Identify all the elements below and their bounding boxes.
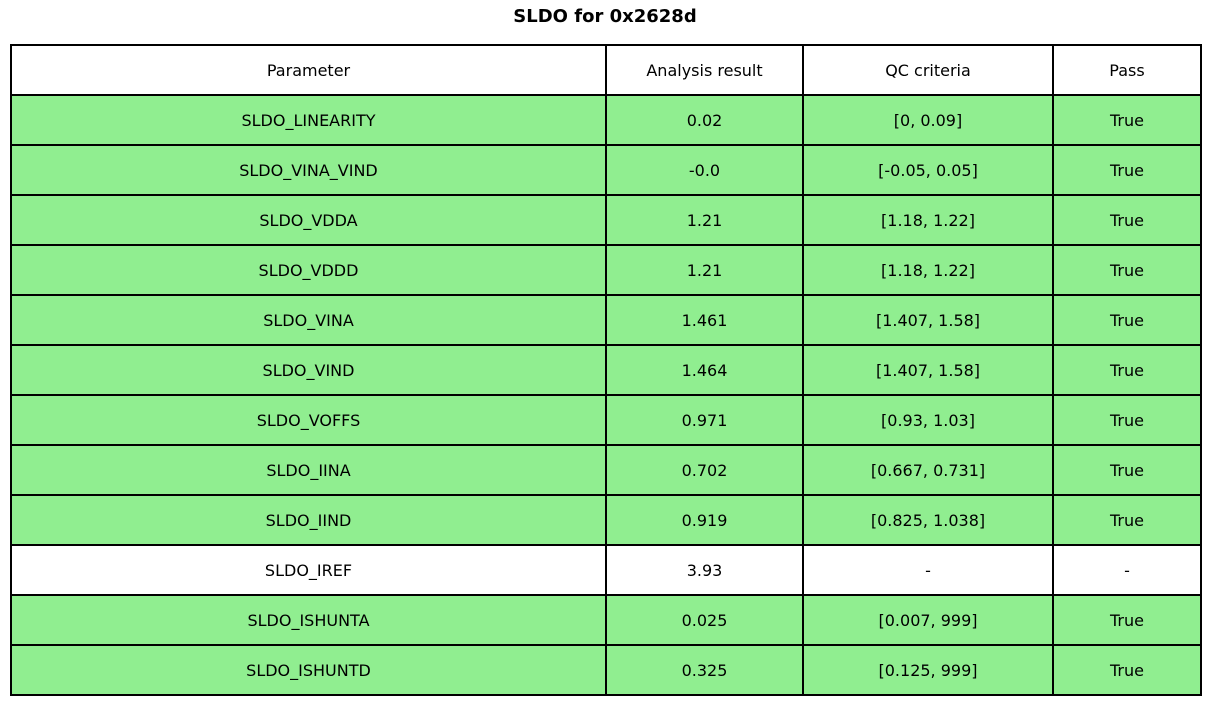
cell-parameter: SLDO_VIND [11,345,606,395]
cell-analysis-result: 1.21 [606,195,803,245]
cell-pass: True [1053,195,1201,245]
table-row: SLDO_VDDD 1.21 [1.18, 1.22] True [11,245,1201,295]
col-header-qc-criteria: QC criteria [803,45,1053,95]
cell-qc-criteria: [0.667, 0.731] [803,445,1053,495]
table-row: SLDO_IREF 3.93- - [11,545,1201,595]
cell-pass: True [1053,445,1201,495]
cell-analysis-result: 3.93 [606,545,803,595]
table-row: SLDO_ISHUNTA 0.025 [0.007, 999] True [11,595,1201,645]
cell-pass: True [1053,295,1201,345]
cell-qc-criteria: [0, 0.09] [803,95,1053,145]
cell-qc-criteria: [1.407, 1.58] [803,295,1053,345]
table-row: SLDO_IINA 0.702 [0.667, 0.731] True [11,445,1201,495]
cell-qc-criteria: [0.007, 999] [803,595,1053,645]
cell-qc-criteria: [0.825, 1.038] [803,495,1053,545]
cell-pass: True [1053,595,1201,645]
table-row: SLDO_VINA 1.461 [1.407, 1.58] True [11,295,1201,345]
cell-qc-criteria: - [803,545,1053,595]
cell-pass: True [1053,245,1201,295]
cell-pass: - [1053,545,1201,595]
cell-qc-criteria: [1.407, 1.58] [803,345,1053,395]
cell-analysis-result: 0.971 [606,395,803,445]
cell-pass: True [1053,495,1201,545]
cell-pass: True [1053,145,1201,195]
table-row: SLDO_IIND 0.919 [0.825, 1.038] True [11,495,1201,545]
cell-analysis-result: -0.0 [606,145,803,195]
table-row: SLDO_ISHUNTD 0.325 [0.125, 999] True [11,645,1201,695]
cell-parameter: SLDO_VOFFS [11,395,606,445]
cell-parameter: SLDO_IINA [11,445,606,495]
cell-analysis-result: 1.21 [606,245,803,295]
col-header-analysis-result: Analysis result [606,45,803,95]
cell-analysis-result: 0.02 [606,95,803,145]
cell-analysis-result: 0.702 [606,445,803,495]
figure-title: SLDO for 0x2628d [513,6,697,27]
table-row: SLDO_VINA_VIND -0.0 [-0.05, 0.05] True [11,145,1201,195]
table-header-row: Parameter Analysis result QC criteria Pa… [11,45,1201,95]
cell-parameter: SLDO_LINEARITY [11,95,606,145]
cell-analysis-result: 1.461 [606,295,803,345]
cell-parameter: SLDO_VINA [11,295,606,345]
col-header-pass: Pass [1053,45,1201,95]
cell-qc-criteria: [1.18, 1.22] [803,195,1053,245]
cell-pass: True [1053,95,1201,145]
cell-analysis-result: 0.025 [606,595,803,645]
cell-parameter: SLDO_VDDD [11,245,606,295]
cell-parameter: SLDO_ISHUNTA [11,595,606,645]
col-header-parameter: Parameter [11,45,606,95]
cell-analysis-result: 1.464 [606,345,803,395]
cell-analysis-result: 0.325 [606,645,803,695]
cell-analysis-result: 0.919 [606,495,803,545]
cell-parameter: SLDO_VDDA [11,195,606,245]
cell-qc-criteria: [0.93, 1.03] [803,395,1053,445]
cell-qc-criteria: [1.18, 1.22] [803,245,1053,295]
qc-results-table: Parameter Analysis result QC criteria Pa… [10,44,1202,696]
cell-qc-criteria: [-0.05, 0.05] [803,145,1053,195]
cell-qc-criteria: [0.125, 999] [803,645,1053,695]
cell-parameter: SLDO_ISHUNTD [11,645,606,695]
table-row: SLDO_LINEARITY 0.02 [0, 0.09] True [11,95,1201,145]
cell-parameter: SLDO_VINA_VIND [11,145,606,195]
cell-pass: True [1053,395,1201,445]
table-row: SLDO_VIND 1.464 [1.407, 1.58] True [11,345,1201,395]
cell-parameter: SLDO_IIND [11,495,606,545]
cell-pass: True [1053,645,1201,695]
cell-parameter: SLDO_IREF [11,545,606,595]
table-row: SLDO_VOFFS 0.971 [0.93, 1.03] True [11,395,1201,445]
cell-pass: True [1053,345,1201,395]
table-row: SLDO_VDDA 1.21 [1.18, 1.22] True [11,195,1201,245]
